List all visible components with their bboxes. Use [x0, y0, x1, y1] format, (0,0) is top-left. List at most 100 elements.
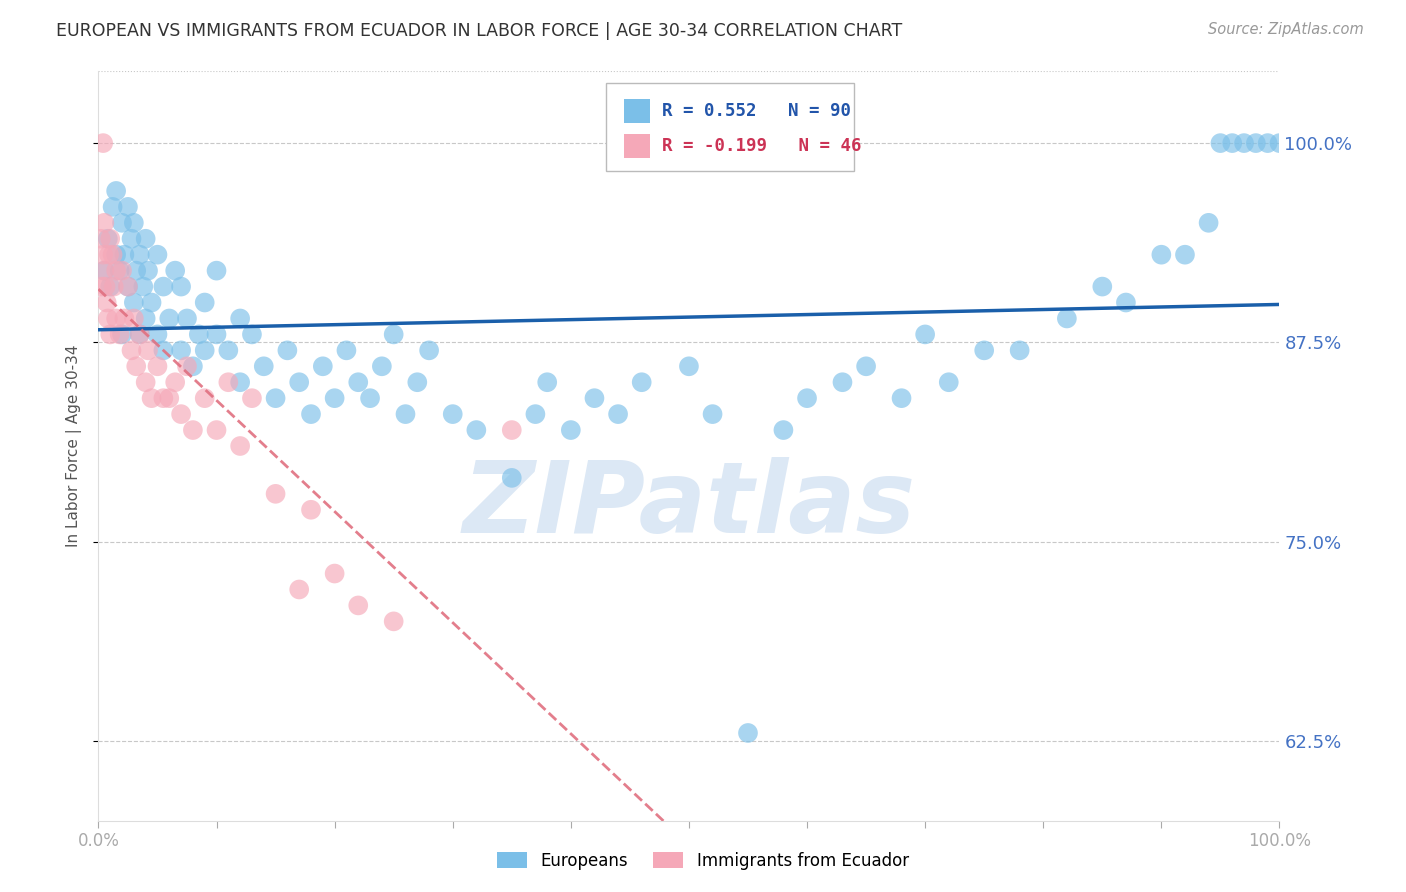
Point: [90, 232, 112, 246]
FancyBboxPatch shape: [624, 99, 650, 123]
Point: [105, 248, 128, 262]
Point: [382, 327, 405, 342]
Point: [117, 200, 139, 214]
Point: [359, 391, 381, 405]
Point: [217, 376, 239, 390]
Point: [1257, 136, 1279, 150]
Point: [108, 327, 131, 342]
Point: [465, 423, 488, 437]
Point: [91, 136, 114, 150]
Point: [146, 359, 169, 374]
Point: [105, 263, 128, 277]
Point: [98, 279, 121, 293]
Point: [1198, 216, 1220, 230]
Point: [170, 279, 193, 293]
Point: [772, 423, 794, 437]
Point: [630, 376, 652, 390]
Point: [128, 327, 150, 342]
Point: [394, 407, 416, 421]
Point: [217, 343, 239, 358]
Point: [122, 311, 145, 326]
Point: [135, 232, 157, 246]
Point: [371, 359, 394, 374]
Point: [117, 279, 139, 293]
Point: [914, 327, 936, 342]
Point: [170, 407, 193, 421]
Text: ZIPatlas: ZIPatlas: [463, 458, 915, 555]
Point: [101, 200, 124, 214]
Point: [121, 232, 143, 246]
Point: [1150, 248, 1173, 262]
Point: [1115, 295, 1137, 310]
Point: [312, 359, 335, 374]
Point: [737, 726, 759, 740]
Point: [347, 599, 370, 613]
Point: [165, 263, 187, 277]
Point: [536, 376, 558, 390]
Point: [170, 343, 193, 358]
Point: [229, 311, 252, 326]
Point: [299, 502, 322, 516]
Point: [194, 343, 217, 358]
Point: [418, 343, 440, 358]
Point: [135, 376, 157, 390]
FancyBboxPatch shape: [624, 134, 650, 158]
Point: [194, 295, 217, 310]
Point: [152, 391, 174, 405]
Point: [94, 279, 117, 293]
Point: [796, 391, 818, 405]
Point: [146, 248, 169, 262]
Point: [152, 279, 174, 293]
Text: R = 0.552   N = 90: R = 0.552 N = 90: [662, 102, 851, 120]
Point: [125, 359, 148, 374]
Point: [132, 279, 155, 293]
Point: [93, 216, 115, 230]
Point: [229, 376, 252, 390]
Point: [146, 327, 169, 342]
Point: [141, 295, 163, 310]
Point: [264, 487, 287, 501]
Point: [93, 263, 115, 277]
Point: [97, 311, 120, 326]
Point: [181, 423, 204, 437]
Text: Source: ZipAtlas.com: Source: ZipAtlas.com: [1208, 22, 1364, 37]
Point: [501, 471, 523, 485]
Point: [1174, 248, 1197, 262]
Point: [93, 263, 115, 277]
Point: [111, 327, 134, 342]
Point: [128, 327, 150, 342]
Point: [112, 311, 135, 326]
Point: [122, 216, 145, 230]
Point: [524, 407, 547, 421]
Point: [1056, 311, 1078, 326]
Point: [141, 391, 163, 405]
Point: [101, 248, 124, 262]
Point: [105, 184, 128, 198]
Point: [108, 263, 131, 277]
Point: [299, 407, 322, 421]
Point: [1220, 136, 1243, 150]
Point: [323, 566, 346, 581]
Point: [229, 439, 252, 453]
Point: [288, 376, 311, 390]
Point: [607, 407, 630, 421]
Point: [382, 615, 405, 629]
Point: [103, 279, 125, 293]
Point: [1209, 136, 1232, 150]
Text: R = -0.199   N = 46: R = -0.199 N = 46: [662, 136, 862, 154]
Point: [678, 359, 700, 374]
Point: [97, 232, 120, 246]
Point: [187, 327, 209, 342]
Point: [205, 263, 228, 277]
Point: [347, 376, 370, 390]
Point: [276, 343, 298, 358]
Point: [111, 216, 134, 230]
Point: [98, 232, 121, 246]
Point: [194, 391, 217, 405]
Point: [96, 295, 118, 310]
Point: [91, 248, 114, 262]
Point: [973, 343, 995, 358]
Point: [122, 295, 145, 310]
Point: [831, 376, 853, 390]
Point: [1268, 136, 1291, 150]
